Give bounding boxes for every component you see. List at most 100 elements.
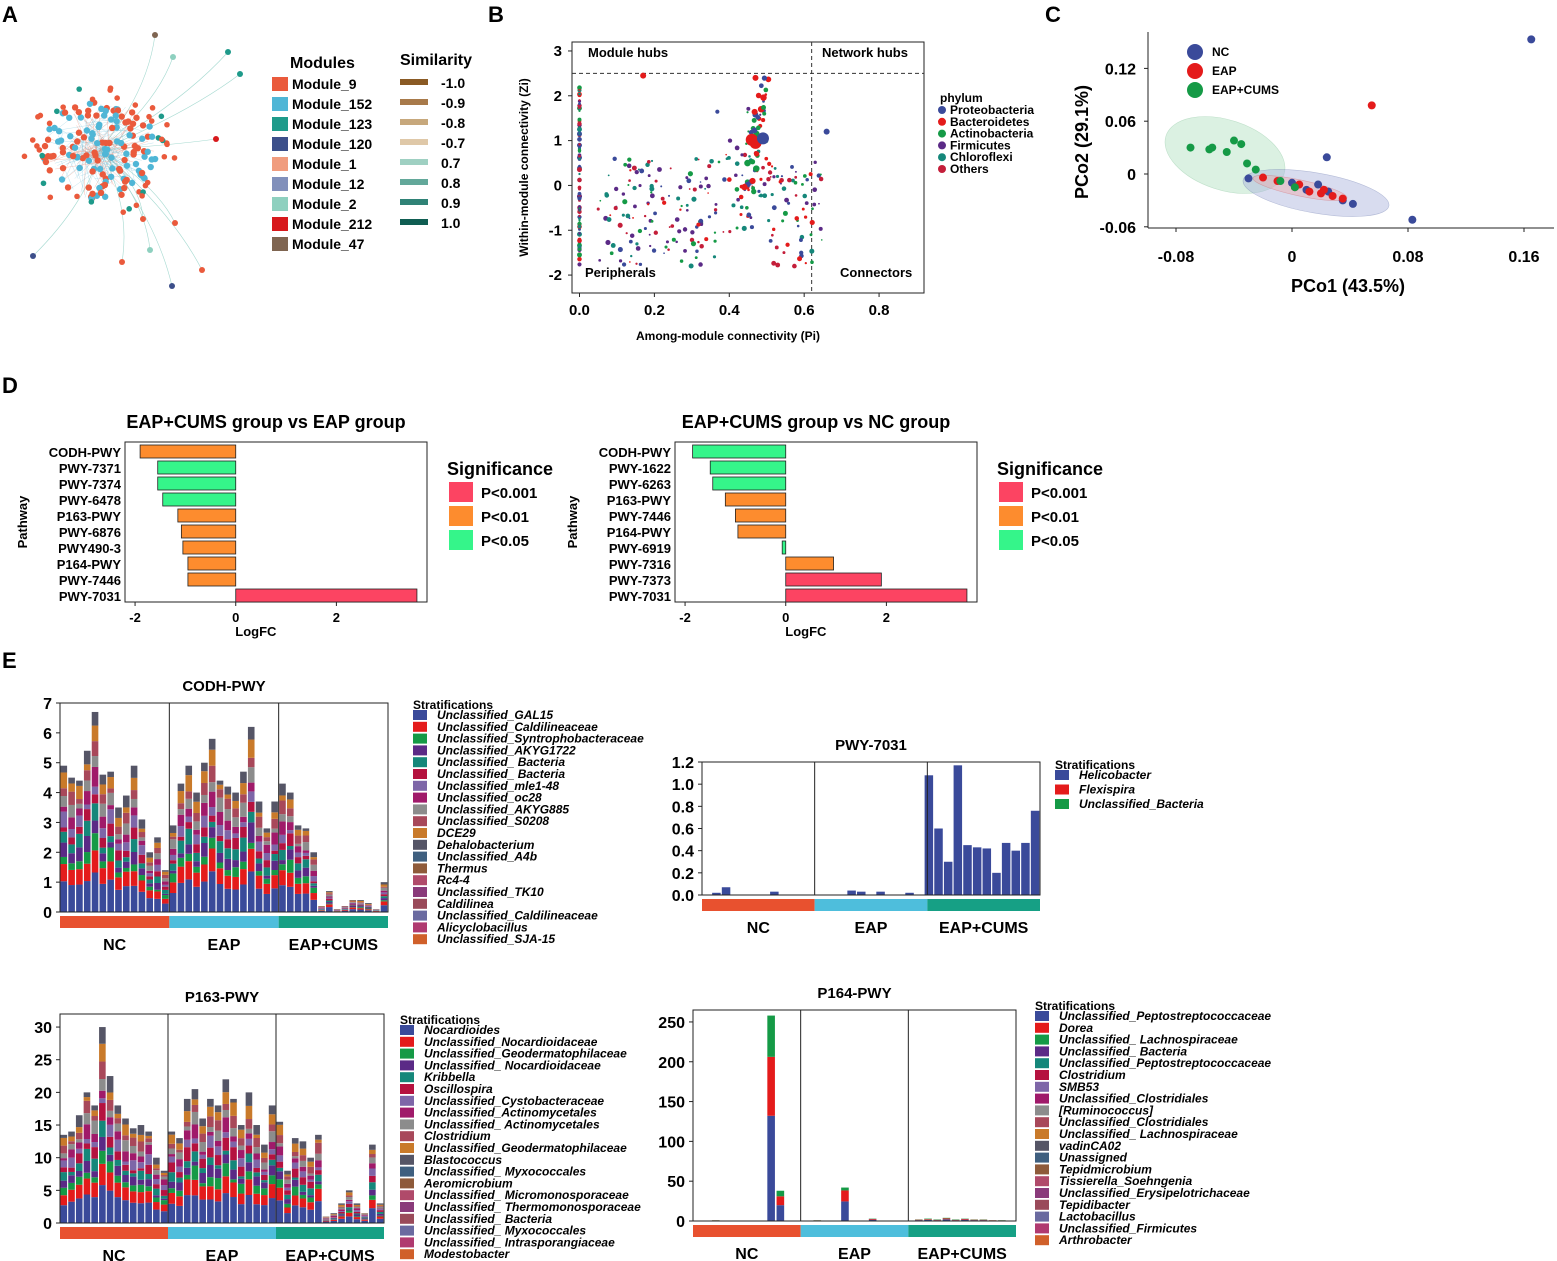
- stacked-segment: [199, 1154, 206, 1159]
- stacked-segment: [216, 868, 224, 884]
- stacked-segment: [307, 1181, 314, 1189]
- stacked-segment: [207, 1098, 214, 1107]
- stacked-segment: [83, 791, 91, 805]
- group-band: [814, 899, 928, 911]
- node-point: [625, 213, 631, 219]
- stacked-segment: [216, 862, 224, 869]
- stacked-segment: [214, 1155, 222, 1166]
- stacked-segment: [255, 835, 263, 842]
- network-node: [83, 152, 90, 159]
- stacked-segment: [199, 1126, 206, 1134]
- stacked-segment: [68, 1144, 75, 1150]
- legend-swatch: [413, 745, 427, 756]
- similarity-swatch: [400, 79, 428, 85]
- chart-title: EAP+CUMS group vs NC group: [682, 412, 951, 432]
- stacked-segment: [237, 1166, 245, 1177]
- stacked-segment: [230, 1179, 237, 1183]
- stacked-segment: [199, 1158, 206, 1169]
- stacked-segment: [345, 1196, 353, 1200]
- stacked-segment: [232, 808, 239, 818]
- group-label: NC: [102, 1248, 126, 1261]
- legend-label: SMB53: [1059, 1080, 1099, 1094]
- stacked-segment: [208, 871, 216, 912]
- node-point: [741, 225, 747, 231]
- stacked-segment: [247, 757, 255, 768]
- node-point: [809, 248, 815, 254]
- legend-swatch: [413, 733, 427, 744]
- stacked-segment: [168, 1172, 176, 1182]
- y-tick-label: 0: [554, 177, 562, 194]
- stacked-segment: [271, 888, 278, 912]
- node-point: [728, 230, 732, 234]
- stacked-segment: [284, 1207, 291, 1214]
- stacked-segment: [68, 791, 75, 805]
- logfc-bar: [177, 508, 237, 523]
- stacked-segment: [162, 870, 169, 872]
- stacked-segment: [201, 782, 208, 795]
- stacked-segment: [310, 852, 318, 858]
- node-point: [812, 187, 818, 192]
- stacked-segment: [307, 1179, 314, 1182]
- stacked-segment: [365, 909, 372, 911]
- pathway-label: PWY-1622: [609, 461, 671, 476]
- y-tick-label: -0.06: [1100, 220, 1137, 237]
- logfc-bar: [781, 540, 787, 555]
- pcoa-point: [1314, 180, 1323, 189]
- stacked-segment: [169, 832, 177, 837]
- stacked-segment: [191, 1124, 199, 1139]
- legend-swatch: [400, 1225, 414, 1236]
- node-point: [794, 175, 798, 179]
- legend-label: Kribbella: [424, 1070, 476, 1084]
- node-point: [577, 148, 582, 153]
- module-label: Module_120: [292, 136, 372, 152]
- stacked-segment: [177, 809, 185, 815]
- stacked-segment: [255, 816, 263, 828]
- y-tick-label: 0: [1127, 167, 1136, 184]
- logfc-bar: [692, 444, 787, 459]
- stacked-segment: [68, 1189, 75, 1202]
- node-point: [653, 230, 658, 235]
- stacked-segment: [91, 756, 99, 767]
- node-point: [637, 228, 643, 234]
- legend-marker: [938, 117, 946, 126]
- node-point: [809, 233, 813, 237]
- network-node: [151, 155, 159, 163]
- node-point: [798, 238, 803, 242]
- network-edge: [99, 118, 143, 132]
- node-point: [635, 262, 638, 265]
- stacked-segment: [168, 1131, 176, 1135]
- similarity-label: 1.0: [441, 215, 461, 231]
- logfc-bar: [157, 476, 237, 491]
- legend-label: Unclassified_oc28: [437, 791, 542, 805]
- stacked-segment: [263, 867, 271, 876]
- y-tick-label: 200: [658, 1055, 685, 1072]
- stacked-segment: [91, 850, 99, 873]
- stacked-segment: [365, 908, 372, 909]
- stacked-segment: [841, 1190, 849, 1202]
- legend-label: Unclassified_ Intrasporangiaceae: [424, 1235, 615, 1249]
- legend-swatch: [999, 530, 1023, 550]
- node-point: [660, 185, 663, 188]
- x-tick-label: -2: [679, 610, 691, 625]
- stacked-segment: [122, 1140, 129, 1152]
- stacked-segment: [130, 864, 138, 872]
- stacked-segment: [199, 1199, 206, 1223]
- x-tick-label: 0.0: [569, 302, 590, 319]
- similarity-label: -1.0: [441, 75, 465, 91]
- logfc-bar: [139, 444, 237, 459]
- node-point: [741, 174, 744, 177]
- stacked-segment: [137, 1192, 145, 1204]
- stacked-segment: [106, 1136, 114, 1148]
- network-node: [60, 104, 66, 110]
- legend-label: Unclassified_AKYG885: [437, 802, 569, 816]
- stacked-segment: [240, 826, 247, 838]
- stacked-segment: [345, 1212, 353, 1217]
- chart-title: P164-PWY: [817, 985, 891, 1002]
- stacked-segment: [91, 766, 99, 787]
- node-point: [654, 179, 658, 183]
- stacked-segment: [137, 1151, 145, 1157]
- stacked-segment: [183, 1195, 191, 1223]
- stacked-segment: [162, 889, 169, 894]
- stacked-segment: [146, 852, 154, 858]
- x-axis-title: PCo1 (43.5%): [1291, 276, 1405, 296]
